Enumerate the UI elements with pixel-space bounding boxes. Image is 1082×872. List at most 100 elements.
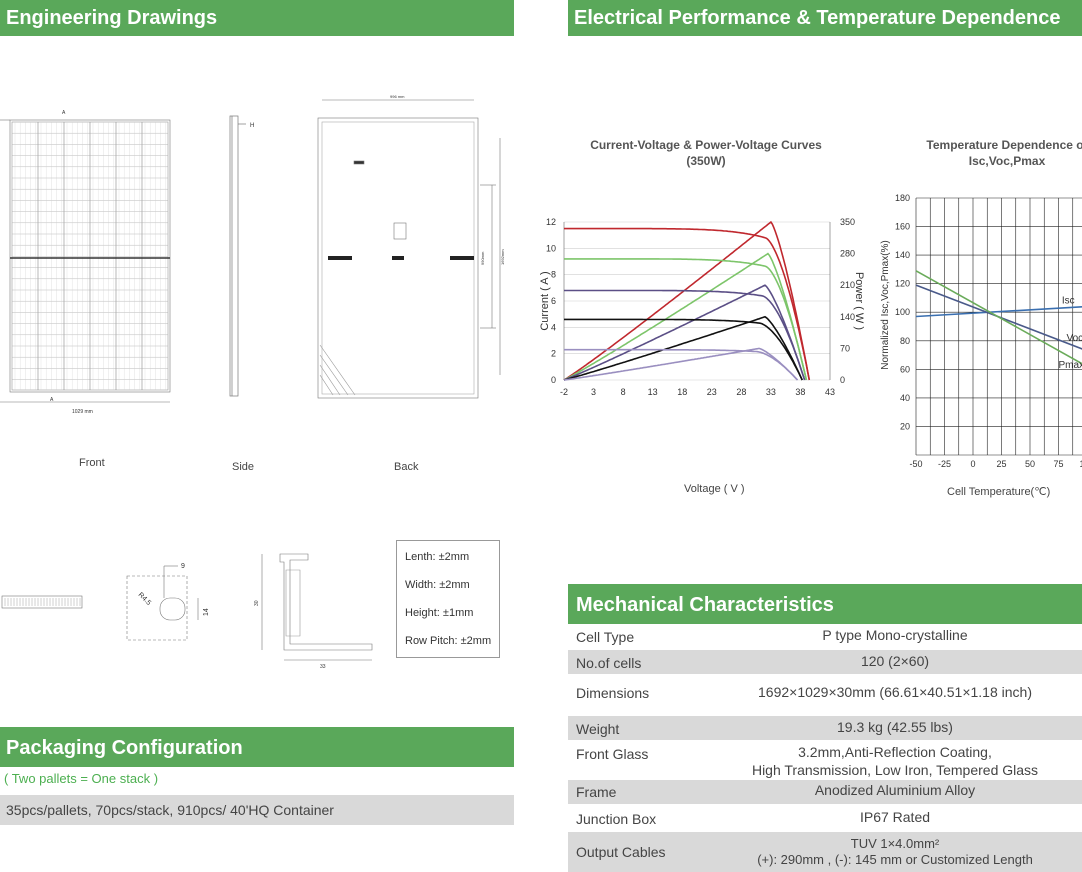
temp-ylabel: Normalized Isc,Voc,Pmax(%) [880,240,891,369]
mech-value: P type Mono-crystalline [822,627,968,643]
detail-frame-h: 30 [254,600,260,606]
packaging-title: Packaging Configuration [6,737,243,759]
iv-y2tick: 0 [840,375,845,385]
pv-curve [563,220,811,381]
mech-value: IP67 Rated [859,809,931,825]
side-h-label: H [250,123,254,129]
mech-key: No.of cells [576,655,642,671]
iv-curve [564,289,806,381]
front-caption: Front [79,457,105,469]
detail-r: R4.5 [137,591,152,606]
iv-xtick: 43 [825,387,835,397]
side-caption: Side [232,461,255,473]
mech-value: Anodized Aluminium Alloy [814,782,976,798]
iv-y2tick: 210 [840,280,855,290]
mechanical-header: Mechanical Characteristics [568,584,1082,624]
iv-ytick: 4 [551,322,556,332]
back-caption: Back [394,461,419,473]
iv-y2tick: 280 [840,249,855,259]
iv-curve [564,348,799,381]
temp-xtick: 100 [1079,459,1082,469]
temp-ytick: 60 [900,364,910,374]
mech-row-front-glass: Front Glass 3.2mm,Anti-Reflection Coatin… [568,740,1082,780]
mech-value: 1692×1029×30mm (66.61×40.51×1.18 inch) [758,684,1032,700]
mech-row-cells: No.of cells 120 (2×60) [568,650,1082,674]
temp-ytick: 180 [895,193,910,203]
mech-value: 3.2mm,Anti-Reflection Coating, [798,744,992,760]
front-view: A A 1029 mm [0,110,171,415]
temp-xtick: -50 [909,459,922,469]
back-view: 996 mm 990mm 1692mm [317,94,505,399]
front-width-dim: 1029 mm [72,409,93,415]
mech-value: TUV 1×4.0mm² [850,836,940,851]
engineering-header: Engineering Drawings [0,0,514,36]
tolerance-row-pitch: Row Pitch: ±2mm [405,635,492,647]
iv-curve [564,258,808,381]
tolerance-box: Lenth: ±2mm Width: ±2mm Height: ±1mm Row… [396,540,500,658]
temp-series-label: Isc [1062,296,1075,307]
detail-h: 14 [203,608,210,616]
mechanical-title: Mechanical Characteristics [576,594,834,616]
temp-ytick: 140 [895,250,910,260]
front-a-label-bottom: A [50,397,54,403]
electrical-header: Electrical Performance & Temperature Dep… [568,0,1082,36]
temp-xtick: 75 [1053,459,1063,469]
iv-xtick: -2 [560,387,568,397]
iv-xtick: 23 [707,387,717,397]
iv-xlabel: Voltage ( V ) [684,483,745,495]
engineering-title: Engineering Drawings [6,7,218,29]
mounting-hole-detail: 9 R4.5 14 [126,563,210,641]
temp-series-line [915,306,1082,318]
iv-xtick: 18 [677,387,687,397]
mech-key: Frame [576,784,617,800]
side-view: H [229,115,254,397]
mech-key: Junction Box [576,811,657,827]
iv-xtick: 33 [766,387,776,397]
iv-chart-title: Current-Voltage & Power-Voltage Curves (… [590,138,822,168]
iv-xtick: 28 [736,387,746,397]
iv-y2tick: 350 [840,217,855,227]
front-a-label: A [62,110,66,116]
iv-ylabel: Current ( A ) [539,271,551,330]
pv-curve [563,252,808,381]
iv-curve [564,318,803,381]
temp-series-label: Pmax [1059,360,1082,371]
temp-ytick: 40 [900,393,910,403]
packaging-content: 35pcs/pallets, 70pcs/stack, 910pcs/ 40'H… [6,802,334,818]
mech-row-weight: Weight 19.3 kg (42.55 lbs) [568,716,1082,740]
mech-key: Dimensions [576,685,650,701]
temp-ytick: 100 [895,307,910,317]
temp-ytick: 160 [895,222,910,232]
mech-value: 120 (2×60) [860,653,930,669]
iv-xtick: 13 [648,387,658,397]
iv-ytick: 12 [546,217,556,227]
temp-xlabel: Cell Temperature(℃) [947,486,1051,498]
mech-key: Weight [576,721,620,737]
mech-key: Cell Type [576,629,635,645]
mech-key: Output Cables [576,844,666,860]
cell-strip-detail [1,595,83,609]
packaging-header: Packaging Configuration [0,727,514,767]
iv-y2tick: 70 [840,343,850,353]
detail-w: 9 [181,563,185,570]
iv-ytick: 0 [551,375,556,385]
iv-xtick: 8 [621,387,626,397]
pv-curve [563,284,806,381]
iv-xtick: 38 [795,387,805,397]
temp-chart: 20 40 60 80 100 120 140 160 180 -50 -25 0 25 50 75 100 N… [880,193,1082,469]
back-height-dim: 1692mm [500,249,505,265]
temp-series-line [915,270,1082,365]
tolerance-length: Lenth: ±2mm [405,551,470,563]
pv-curve [563,347,799,381]
iv-ytick: 8 [551,270,556,280]
mech-row-output-cables: Output Cables TUV 1×4.0mm² (+): 290mm , … [568,832,1082,872]
mech-value-line2: (+): 290mm , (-): 145 mm or Customized L… [757,852,1033,867]
mech-key: Front Glass [576,746,649,762]
temp-xtick: -25 [938,459,951,469]
mech-value-line2: High Transmission, Low Iron, Tempered Gl… [751,762,1039,778]
pv-curve [563,315,803,381]
iv-curve [564,227,811,381]
mech-row-dimensions: Dimensions 1692×1029×30mm (66.61×40.51×1… [568,674,1082,716]
iv-ytick: 10 [546,243,556,253]
